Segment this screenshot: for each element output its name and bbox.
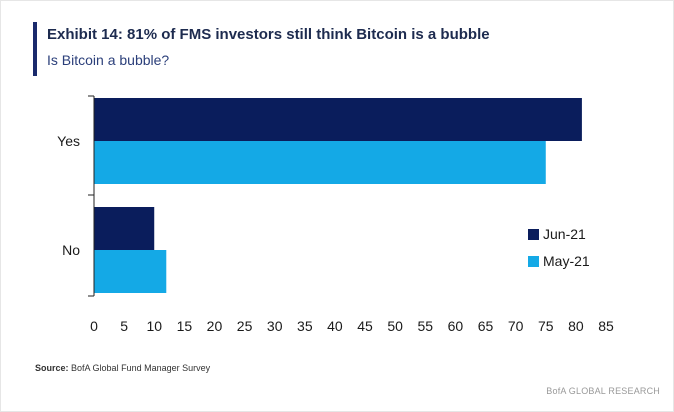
x-tick-label: 5 (120, 318, 128, 334)
bar-yes-jun-21 (94, 98, 582, 141)
x-tick-label: 85 (598, 318, 614, 334)
brand-footer: BofA GLOBAL RESEARCH (546, 386, 660, 396)
x-tick-label: 0 (90, 318, 98, 334)
x-tick-label: 50 (387, 318, 403, 334)
bar-chart: YesNo0 5 10 15 20 25 30 35 40 45 50 55 60 65 70 75 80 85 … (0, 0, 674, 412)
x-tick-label: 30 (267, 318, 283, 334)
source-note: Source: BofA Global Fund Manager Survey (35, 363, 210, 373)
x-tick-label: 25 (237, 318, 253, 334)
category-label-yes: Yes (57, 133, 80, 149)
legend-swatch-may-21 (528, 256, 539, 267)
legend-label-jun-21: Jun-21 (543, 226, 586, 242)
source-text: BofA Global Fund Manager Survey (71, 363, 210, 373)
x-tick-label: 60 (448, 318, 464, 334)
legend-label-may-21: May-21 (543, 253, 590, 269)
plot-area: Yes No 0 5 10 15 20 25 30 35 40 45 50 55 60 65 70 75 80 85 (57, 96, 614, 334)
bar-no-jun-21 (94, 207, 154, 250)
x-tick-label: 65 (478, 318, 494, 334)
x-tick-label: 15 (177, 318, 193, 334)
x-tick-label: 70 (508, 318, 524, 334)
category-label-no: No (62, 242, 80, 258)
bar-yes-may-21 (94, 141, 546, 184)
x-tick-label: 40 (327, 318, 343, 334)
x-tick-label: 55 (418, 318, 434, 334)
x-tick-label: 35 (297, 318, 313, 334)
x-tick-label: 20 (207, 318, 223, 334)
source-label: Source: (35, 363, 69, 373)
legend-swatch-jun-21 (528, 229, 539, 240)
x-tick-label: 10 (146, 318, 162, 334)
bar-no-may-21 (94, 250, 166, 293)
x-tick-label: 75 (538, 318, 554, 334)
x-tick-label: 45 (357, 318, 373, 334)
x-tick-label: 80 (568, 318, 584, 334)
legend: Jun-21 May-21 (528, 226, 590, 269)
